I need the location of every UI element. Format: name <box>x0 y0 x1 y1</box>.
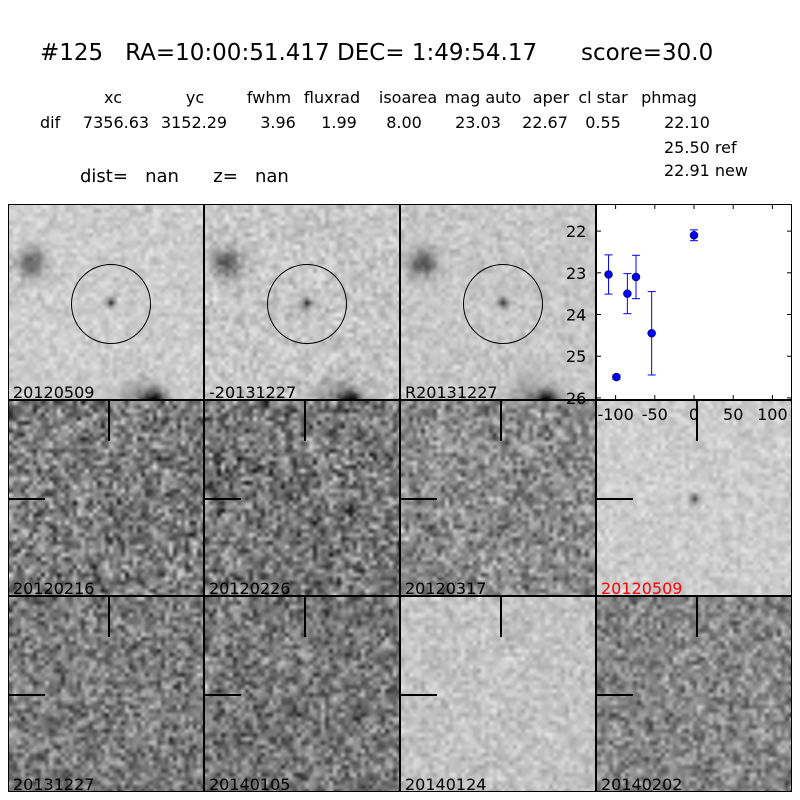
crosshair-tick <box>597 498 633 500</box>
stamp-date-label: 20140124 <box>405 775 487 792</box>
stamp-date-label: 20140105 <box>209 775 291 792</box>
crosshair-tick <box>304 597 306 637</box>
column-header: cl star <box>578 88 628 107</box>
data-point <box>689 231 699 240</box>
data-point <box>623 289 632 298</box>
crosshair-tick <box>597 694 633 696</box>
image-stamp: 20131227 <box>8 596 204 792</box>
crosshair-tick <box>108 597 110 637</box>
column-value: 22.10 <box>664 113 710 132</box>
column-value: 3.96 <box>260 113 296 132</box>
image-stamp: 20120226 <box>204 400 400 596</box>
data-point <box>604 270 613 279</box>
crosshair-tick <box>500 401 502 441</box>
stamp-date-label: 20131227 <box>13 775 95 792</box>
column-header: xc <box>104 88 122 107</box>
crosshair-tick <box>205 694 241 696</box>
image-stamp: 20120509 <box>8 204 204 400</box>
column-header: mag auto <box>444 88 522 107</box>
x-tick-label: -100 <box>597 405 633 424</box>
figure-title: #125 RA=10:00:51.417 DEC= 1:49:54.17 sco… <box>40 40 714 66</box>
column-value: 22.67 <box>522 113 568 132</box>
data-point <box>631 272 641 282</box>
column-header: isoarea <box>378 88 438 107</box>
y-tick-label: 23 <box>566 264 586 283</box>
crosshair-tick <box>9 498 45 500</box>
x-tick-label: 0 <box>689 405 699 424</box>
stamp-date-label: 20120216 <box>13 579 95 596</box>
aperture-circle <box>71 264 151 344</box>
image-stamp: 20120509 <box>596 400 792 596</box>
image-stamp: R20131227 <box>400 204 596 400</box>
column-header: phmag <box>641 88 697 107</box>
image-stamp: 20120317 <box>400 400 596 596</box>
image-stamp: 20140105 <box>204 596 400 792</box>
crosshair-tick <box>696 401 698 441</box>
stamp-date-label: R20131227 <box>405 383 498 400</box>
x-tick-label: -50 <box>642 405 668 424</box>
column-value: 3152.29 <box>160 113 228 132</box>
crosshair-tick <box>304 401 306 441</box>
y-tick-label: 24 <box>566 306 586 325</box>
column-value: 1.99 <box>321 113 357 132</box>
column-header: fwhm <box>246 88 292 107</box>
image-stamp: 20140202 <box>596 596 792 792</box>
dist-z-line: dist= nan z= nan <box>80 166 289 187</box>
column-header: aper <box>532 88 570 107</box>
row-label: dif <box>40 113 61 132</box>
aperture-circle <box>463 264 543 344</box>
x-tick-label: 50 <box>723 405 743 424</box>
data-point <box>612 372 621 382</box>
y-tick-label: 26 <box>566 389 586 408</box>
phmag-new: 22.91 new <box>664 161 748 180</box>
stamp-date-label: -20131227 <box>209 383 297 400</box>
image-stamp: 20140124 <box>400 596 596 792</box>
light-curve-plot: -100 -50 0 50 100 22 23 24 25 26 <box>566 204 792 424</box>
crosshair-tick <box>500 597 502 637</box>
column-header: yc <box>185 88 205 107</box>
stamp-date-label: 20140202 <box>601 775 683 792</box>
column-value: 0.55 <box>585 113 621 132</box>
stamp-date-label: 20120317 <box>405 579 487 596</box>
column-value: 7356.63 <box>82 113 150 132</box>
crosshair-tick <box>401 498 437 500</box>
aperture-circle <box>267 264 347 344</box>
crosshair-tick <box>205 498 241 500</box>
phmag-ref: 25.50 ref <box>664 138 737 157</box>
y-tick-label: 22 <box>566 222 586 241</box>
column-value: 23.03 <box>455 113 501 132</box>
y-tick-label: 25 <box>566 347 586 366</box>
stamp-date-label: 20120509 <box>13 383 95 400</box>
data-point <box>647 329 656 338</box>
crosshair-tick <box>9 694 45 696</box>
crosshair-tick <box>696 597 698 637</box>
stamp-date-label: 20120509 <box>601 579 683 596</box>
column-header: fluxrad <box>303 88 361 107</box>
image-stamp: -20131227 <box>204 204 400 400</box>
column-value: 8.00 <box>386 113 422 132</box>
x-tick-label: 100 <box>757 405 788 424</box>
crosshair-tick <box>108 401 110 441</box>
crosshair-tick <box>401 694 437 696</box>
image-stamp: 20120216 <box>8 400 204 596</box>
stamp-date-label: 20120226 <box>209 579 291 596</box>
